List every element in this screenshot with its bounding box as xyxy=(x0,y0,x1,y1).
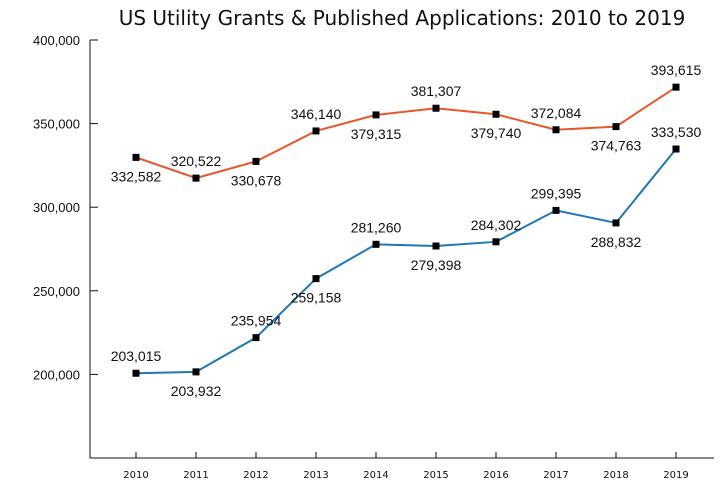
x-tick-label: 2018 xyxy=(603,470,628,481)
x-tick-label: 2017 xyxy=(543,470,568,481)
x-tick-label: 2019 xyxy=(663,470,688,481)
data-point xyxy=(372,240,380,248)
x-axis-ticks: 2010 2011 2012 2013 2014 2015 2016 2017 2018 2019 xyxy=(123,452,689,481)
data-label: 320,522 xyxy=(171,153,222,169)
data-label: 379,315 xyxy=(351,126,402,142)
data-point xyxy=(432,104,440,112)
x-tick-label: 2013 xyxy=(303,470,328,481)
data-point xyxy=(552,206,560,214)
y-tick-label: 300,000 xyxy=(33,200,80,215)
data-label: 393,615 xyxy=(651,62,702,78)
y-tick-label: 400,000 xyxy=(33,33,80,48)
data-label: 299,395 xyxy=(531,185,582,201)
series-line-0 xyxy=(135,86,677,180)
data-label: 203,015 xyxy=(111,348,162,364)
y-axis-ticks: 200,000 250,000 300,000 350,000 400,000 xyxy=(33,33,98,382)
data-label: 284,302 xyxy=(471,217,522,233)
data-label: 381,307 xyxy=(411,83,462,99)
data-label: 374,763 xyxy=(591,138,642,154)
data-point xyxy=(492,110,500,118)
data-point xyxy=(252,334,260,342)
data-label: 333,530 xyxy=(651,124,702,140)
data-label: 203,932 xyxy=(171,383,222,399)
data-point xyxy=(492,238,500,246)
data-point xyxy=(132,369,140,377)
data-point xyxy=(192,368,200,376)
data-labels: 332,582 320,522 330,678 346,140 379,315 381,3… xyxy=(111,62,702,399)
x-tick-label: 2012 xyxy=(243,470,268,481)
y-tick-label: 350,000 xyxy=(33,117,80,132)
x-tick-label: 2011 xyxy=(183,470,208,481)
data-point xyxy=(252,157,260,165)
axes xyxy=(89,40,714,459)
y-tick-label: 200,000 xyxy=(33,367,80,382)
data-point xyxy=(192,174,200,182)
data-label: 379,740 xyxy=(471,125,522,141)
data-label: 279,398 xyxy=(411,257,462,273)
x-tick-label: 2010 xyxy=(123,470,148,481)
data-label: 332,582 xyxy=(111,168,162,184)
series-line-1 xyxy=(135,148,677,375)
data-point xyxy=(672,83,680,91)
series-group xyxy=(132,83,680,377)
data-point xyxy=(132,153,140,161)
x-tick-label: 2014 xyxy=(363,470,388,481)
data-point xyxy=(612,219,620,227)
data-label: 259,158 xyxy=(291,290,342,306)
data-point xyxy=(312,275,320,283)
y-tick-label: 250,000 xyxy=(33,284,80,299)
data-label: 235,954 xyxy=(231,313,282,329)
data-point xyxy=(312,127,320,135)
data-label: 288,832 xyxy=(591,234,642,250)
data-label: 281,260 xyxy=(351,219,402,235)
data-point xyxy=(372,111,380,119)
chart-title: US Utility Grants & Published Applicatio… xyxy=(119,6,686,30)
data-point xyxy=(672,145,680,153)
data-point xyxy=(432,242,440,250)
data-label: 372,084 xyxy=(531,105,582,121)
data-label: 330,678 xyxy=(231,172,282,188)
x-tick-label: 2015 xyxy=(423,470,448,481)
x-tick-label: 2016 xyxy=(483,470,508,481)
data-point xyxy=(552,126,560,134)
data-label: 346,140 xyxy=(291,106,342,122)
data-point xyxy=(612,123,620,131)
